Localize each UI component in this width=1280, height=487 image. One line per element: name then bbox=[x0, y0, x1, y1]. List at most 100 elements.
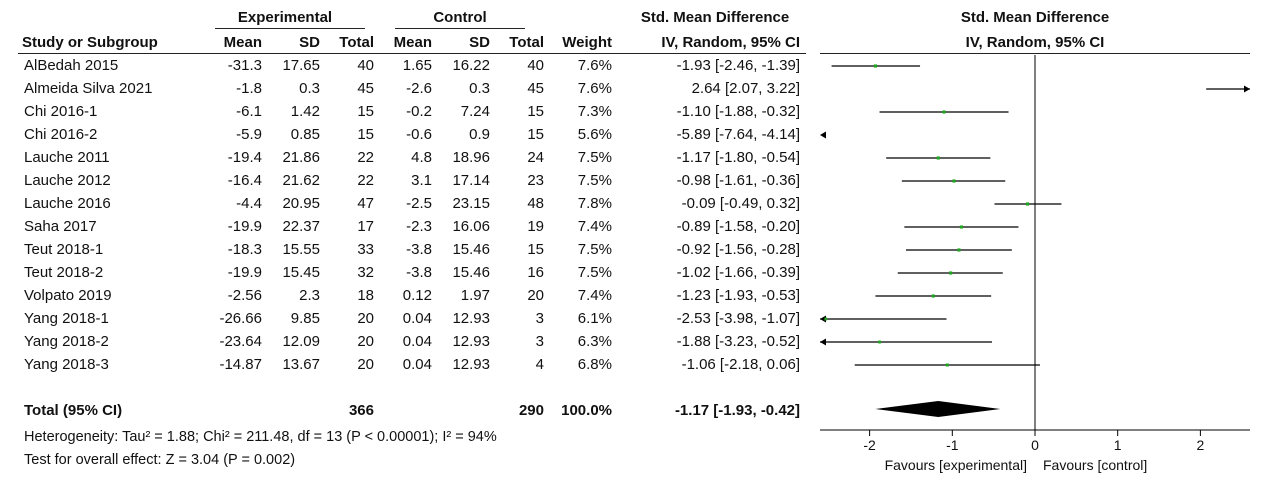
cell-total-c: 45 bbox=[527, 80, 544, 97]
point-estimate bbox=[1025, 202, 1030, 206]
cell-mean-c: -0.2 bbox=[406, 103, 432, 120]
point-estimate bbox=[936, 156, 940, 160]
cell-total-c: 4 bbox=[535, 356, 544, 373]
cell-total-e: 32 bbox=[357, 264, 374, 281]
cell-mean-c: -0.6 bbox=[406, 126, 432, 143]
col-mean-e: Mean bbox=[223, 34, 262, 51]
header-smd-table: Std. Mean Difference bbox=[640, 9, 790, 26]
cell-total-e: 45 bbox=[357, 80, 374, 97]
cell-mean-c: 3.1 bbox=[411, 172, 432, 189]
cell-mean-c: -2.6 bbox=[406, 80, 432, 97]
cell-weight: 6.3% bbox=[577, 333, 612, 350]
cell-total-c: 20 bbox=[527, 287, 544, 304]
col-plot-method: IV, Random, 95% CI bbox=[965, 34, 1105, 51]
cell-mean-e: -19.9 bbox=[227, 218, 262, 235]
cell-total-c: 40 bbox=[527, 57, 544, 74]
cell-weight: 7.6% bbox=[577, 57, 612, 74]
cell-mean-e: -23.64 bbox=[219, 333, 262, 350]
cell-mean-c: -3.8 bbox=[406, 241, 432, 258]
cell-ci: -0.92 [-1.56, -0.28] bbox=[676, 241, 800, 258]
point-estimate bbox=[952, 179, 956, 183]
favours-control-label: Favours [control] bbox=[1043, 457, 1147, 473]
total-ci: -1.17 [-1.93, -0.42] bbox=[674, 402, 800, 419]
cell-total-c: 15 bbox=[527, 126, 544, 143]
ci-arrow-right bbox=[1244, 85, 1250, 93]
cell-weight: 7.4% bbox=[577, 287, 612, 304]
col-study: Study or Subgroup bbox=[22, 34, 158, 51]
col-ci: IV, Random, 95% CI bbox=[661, 34, 800, 51]
cell-study: Volpato 2019 bbox=[24, 287, 112, 304]
cell-mean-e: -6.1 bbox=[236, 103, 262, 120]
cell-total-c: 48 bbox=[527, 195, 544, 212]
cell-study: Yang 2018-2 bbox=[24, 333, 109, 350]
x-tick-label: -2 bbox=[863, 437, 876, 453]
cell-study: Chi 2016-2 bbox=[24, 126, 98, 143]
cell-sd-e: 15.55 bbox=[282, 241, 320, 258]
x-tick-label: -1 bbox=[946, 437, 959, 453]
heterogeneity-text: Heterogeneity: Tau² = 1.88; Chi² = 211.4… bbox=[24, 429, 497, 445]
cell-mean-c: -3.8 bbox=[406, 264, 432, 281]
cell-ci: 2.64 [2.07, 3.22] bbox=[691, 80, 800, 97]
cell-total-e: 18 bbox=[357, 287, 374, 304]
experimental-underline bbox=[215, 28, 365, 29]
cell-study: AlBedah 2015 bbox=[24, 57, 119, 74]
cell-mean-e: -19.9 bbox=[227, 264, 262, 281]
cell-study: Lauche 2011 bbox=[24, 149, 110, 166]
cell-sd-c: 12.93 bbox=[452, 333, 490, 350]
total-e: 366 bbox=[348, 402, 374, 419]
cell-study: Teut 2018-1 bbox=[24, 241, 104, 258]
cell-ci: -0.89 [-1.58, -0.20] bbox=[676, 218, 800, 235]
cell-sd-c: 1.97 bbox=[460, 287, 490, 304]
cell-sd-c: 0.9 bbox=[469, 126, 490, 143]
cell-total-c: 3 bbox=[535, 333, 544, 350]
control-underline bbox=[395, 28, 525, 29]
cell-study: Saha 2017 bbox=[24, 218, 97, 235]
cell-total-c: 19 bbox=[527, 218, 544, 235]
cell-sd-c: 17.14 bbox=[452, 172, 490, 189]
cell-weight: 7.3% bbox=[577, 103, 612, 120]
point-estimate bbox=[824, 317, 828, 321]
cell-weight: 6.8% bbox=[577, 356, 612, 373]
col-sd-e: SD bbox=[299, 34, 320, 51]
ci-arrow-left bbox=[820, 315, 826, 323]
cell-mean-e: -26.66 bbox=[219, 310, 262, 327]
cell-sd-e: 1.42 bbox=[290, 103, 320, 120]
cell-mean-e: -4.4 bbox=[236, 195, 262, 212]
cell-ci: -1.02 [-1.66, -0.39] bbox=[676, 264, 800, 281]
x-tick-label: 1 bbox=[1114, 437, 1122, 453]
cell-sd-e: 17.65 bbox=[282, 57, 320, 74]
cell-mean-e: -5.9 bbox=[236, 126, 262, 143]
cell-ci: -0.09 [-0.49, 0.32] bbox=[681, 195, 800, 212]
cell-total-c: 15 bbox=[527, 241, 544, 258]
total-c: 290 bbox=[518, 402, 544, 419]
cell-weight: 7.5% bbox=[577, 149, 612, 166]
plot-header-rule bbox=[820, 53, 1250, 54]
cell-ci: -1.93 [-2.46, -1.39] bbox=[676, 57, 800, 74]
cell-total-c: 15 bbox=[527, 103, 544, 120]
cell-mean-e: -1.8 bbox=[236, 80, 262, 97]
cell-study: Yang 2018-1 bbox=[24, 310, 109, 327]
cell-mean-e: -16.4 bbox=[227, 172, 262, 189]
pooled-diamond bbox=[875, 401, 1001, 417]
cell-weight: 6.1% bbox=[577, 310, 612, 327]
cell-sd-c: 18.96 bbox=[452, 149, 490, 166]
cell-mean-e: -14.87 bbox=[219, 356, 262, 373]
x-tick-label: 0 bbox=[1031, 437, 1039, 453]
cell-mean-e: -18.3 bbox=[227, 241, 262, 258]
cell-mean-c: 0.04 bbox=[402, 310, 432, 327]
cell-sd-c: 12.93 bbox=[452, 356, 490, 373]
cell-ci: -1.23 [-1.93, -0.53] bbox=[676, 287, 800, 304]
cell-total-e: 20 bbox=[357, 333, 374, 350]
cell-ci: -1.06 [-2.18, 0.06] bbox=[681, 356, 800, 373]
cell-total-e: 20 bbox=[357, 356, 374, 373]
point-estimate bbox=[945, 363, 949, 367]
cell-weight: 7.4% bbox=[577, 218, 612, 235]
cell-total-e: 15 bbox=[357, 126, 374, 143]
cell-sd-c: 23.15 bbox=[452, 195, 490, 212]
point-estimate bbox=[878, 340, 881, 344]
cell-weight: 5.6% bbox=[577, 126, 612, 143]
header-experimental: Experimental bbox=[237, 9, 333, 26]
cell-ci: -1.10 [-1.88, -0.32] bbox=[676, 103, 800, 120]
cell-sd-e: 9.85 bbox=[290, 310, 320, 327]
cell-weight: 7.8% bbox=[577, 195, 612, 212]
